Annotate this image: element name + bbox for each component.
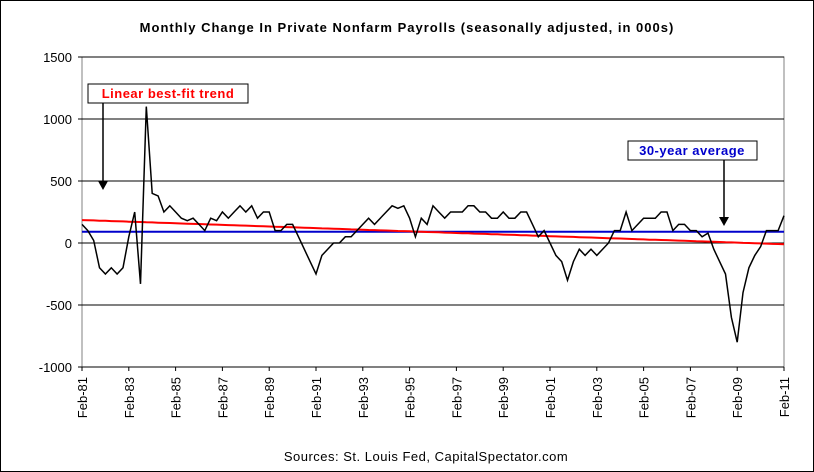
x-tick-label: Feb-03: [590, 377, 605, 418]
plot: -1000 -500 0 500 1000 1500 Feb-81 Feb-83 Feb-85 F…: [39, 50, 792, 418]
x-tick-label: Feb-91: [309, 377, 324, 418]
y-tick-label: -500: [46, 298, 72, 313]
x-tick-label: Feb-95: [403, 377, 418, 418]
y-tick-label: 1000: [43, 112, 72, 127]
x-tick-label: Feb-93: [356, 377, 371, 418]
annotation-box: [87, 83, 249, 104]
arrow-head: [719, 217, 729, 226]
x-tick-label: Feb-11: [777, 377, 792, 417]
x-tick-label: Feb-01: [543, 377, 558, 418]
x-tick-label: Feb-83: [122, 377, 137, 418]
x-tick-label: Feb-05: [637, 377, 652, 418]
annotations: Linear best-fit trend 30-year average: [87, 83, 758, 226]
y-tick-label: 500: [50, 174, 72, 189]
source: Sources: St. Louis Fed, CapitalSpectator…: [284, 449, 568, 464]
x-tick-label: Feb-85: [169, 377, 184, 418]
chart-title: Monthly Change In Private Nonfarm Payrol…: [140, 20, 675, 35]
y-tick-label: -1000: [39, 360, 72, 375]
x-tick-label: Feb-09: [730, 377, 745, 418]
y-tick-label: 0: [65, 236, 72, 251]
x-tick-label: Feb-81: [75, 377, 90, 418]
x-tick-label: Feb-99: [496, 377, 511, 418]
annotation: 30-year average: [639, 143, 745, 158]
x-tick-label: Feb-07: [683, 377, 698, 418]
annotation: Linear best-fit trend: [102, 86, 235, 101]
x-tick-label: Feb-87: [215, 377, 230, 418]
x-tick-label: Feb-97: [449, 377, 464, 418]
annotation-box: [627, 140, 758, 161]
y-tick-label: 1500: [43, 50, 72, 65]
x-tick-label: Feb-89: [262, 377, 277, 418]
arrow-head: [98, 181, 108, 190]
line: [81, 106, 785, 343]
